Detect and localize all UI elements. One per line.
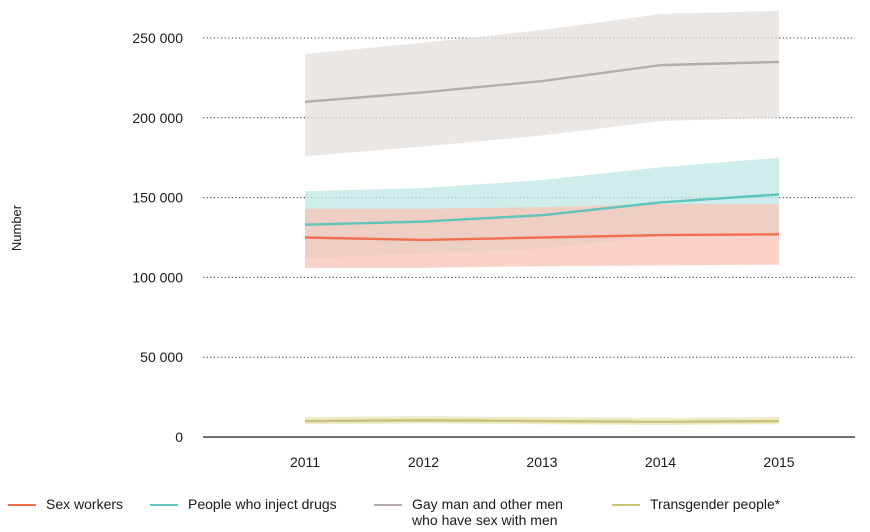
legend-swatch: [374, 504, 402, 506]
legend-swatch: [150, 504, 178, 506]
x-tick-label: 2014: [645, 454, 676, 470]
x-tick-label: 2011: [290, 454, 320, 470]
x-tick-label: 2015: [763, 454, 794, 470]
y-tick-label: 250 000: [132, 30, 183, 46]
legend: Sex workers People who inject drugs Gay …: [0, 496, 870, 532]
legend-item-transgender-people: Transgender people*: [612, 496, 780, 512]
series-line: [304, 60, 780, 104]
series-line: [304, 419, 780, 424]
legend-swatch: [612, 504, 640, 506]
legend-label: Sex workers: [46, 496, 124, 512]
series-line: [304, 193, 780, 226]
confidence-band: [305, 10, 779, 157]
legend-label: Gay man and other men who have sex with …: [412, 496, 563, 528]
confidence-bands: [305, 10, 779, 426]
x-tick-label: 2013: [526, 454, 557, 470]
y-tick-label: 200 000: [132, 110, 183, 126]
line-chart: 2011 2012 2013 2014 2015 0 50 000 100 000 150 0…: [9, 10, 855, 470]
y-tick-label: 50 000: [140, 349, 183, 365]
legend-swatch: [8, 504, 36, 506]
y-axis-label: Number: [9, 204, 24, 251]
confidence-band: [305, 203, 779, 268]
y-axis: 0 50 000 100 000 150 000 200 000 250 000: [132, 30, 183, 445]
y-tick-label: 100 000: [132, 269, 183, 285]
legend-item-sex-workers: Sex workers: [8, 496, 123, 512]
x-axis: 2011 2012 2013 2014 2015: [203, 436, 855, 470]
y-tick-label: 0: [175, 429, 183, 445]
legend-item-gay-men: Gay man and other men who have sex with …: [374, 496, 563, 528]
y-tick-label: 150 000: [132, 190, 183, 206]
legend-item-people-who-inject-drugs: People who inject drugs: [150, 496, 337, 512]
x-tick-label: 2012: [408, 454, 439, 470]
series-lines: [304, 60, 780, 424]
legend-label: People who inject drugs: [188, 496, 337, 512]
series-line: [304, 233, 780, 242]
legend-label: Transgender people*: [650, 496, 781, 512]
